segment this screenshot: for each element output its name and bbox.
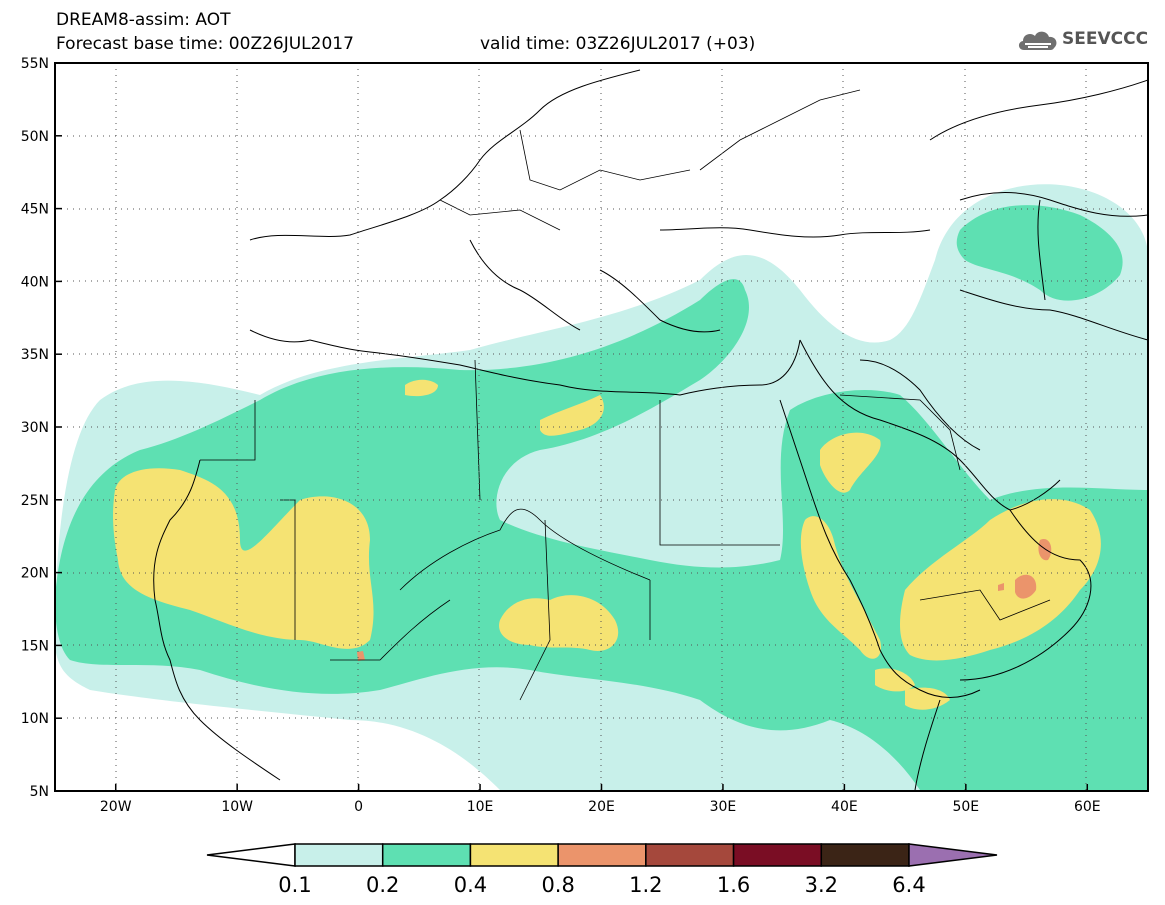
valid-time: valid time: 03Z26JUL2017 (+03) <box>480 34 756 54</box>
lon-label: 10E <box>467 799 494 815</box>
lat-label: 45N <box>21 202 49 218</box>
colorbar-level-label: 0.1 <box>278 873 312 897</box>
colorbar-segment <box>645 843 735 867</box>
lat-label: 30N <box>21 420 49 436</box>
lat-label: 55N <box>21 56 49 72</box>
colorbar-segment <box>732 843 823 867</box>
colorbar-level-label: 0.8 <box>541 873 575 897</box>
chart-title: DREAM8-assim: AOT <box>56 10 231 30</box>
lat-label: 50N <box>21 129 49 145</box>
colorbar-segment <box>469 843 559 867</box>
colorbar-under-arrow <box>206 843 296 867</box>
coastlines <box>153 69 1148 791</box>
colorbar-level-label: 6.4 <box>892 873 926 897</box>
logo-text: SEEVCCC <box>1062 29 1149 49</box>
latitude-axis: 55N 50N 45N 40N 35N 30N 25N 20N 15N 10N 5N <box>21 56 62 800</box>
lon-label: 60E <box>1074 799 1101 815</box>
lon-label: 0 <box>354 799 363 815</box>
cloud-icon <box>1018 31 1057 50</box>
lat-label: 25N <box>21 493 49 509</box>
colorbar-segment <box>557 843 647 867</box>
colorbar-level-label: 1.6 <box>716 873 751 897</box>
colorbar-over-arrow <box>908 843 998 867</box>
colorbar-level-label: 0.2 <box>366 873 400 897</box>
colorbar-level-label: 1.2 <box>629 873 663 897</box>
colorbar <box>206 843 998 867</box>
lat-label: 10N <box>21 711 49 727</box>
colorbar-level-label: 0.4 <box>453 873 488 897</box>
colorbar-level-label: 3.2 <box>804 873 838 897</box>
aot-band-0.8-1.2 <box>357 539 1052 661</box>
gridlines <box>55 63 1148 791</box>
lon-label: 30E <box>710 799 737 815</box>
forecast-base-time: Forecast base time: 00Z26JUL2017 <box>56 34 354 54</box>
lat-label: 35N <box>21 347 49 363</box>
borders <box>200 89 1051 701</box>
lon-label: 40E <box>831 799 858 815</box>
lon-label: 10W <box>221 799 253 815</box>
lat-label: 40N <box>21 274 49 290</box>
lat-label: 15N <box>21 638 49 654</box>
longitude-axis: 20W 10W 0 10E 20E 30E 40E 50E 60E <box>100 784 1101 815</box>
colorbar-segment <box>820 843 910 867</box>
lon-label: 20E <box>588 799 615 815</box>
lon-label: 20W <box>100 799 132 815</box>
lat-label: 5N <box>30 784 49 800</box>
seevccc-logo: SEEVCCC <box>1016 24 1156 56</box>
lat-label: 20N <box>21 566 49 582</box>
lon-label: 50E <box>952 799 979 815</box>
colorbar-segment <box>381 843 472 867</box>
colorbar-segment <box>294 843 384 867</box>
